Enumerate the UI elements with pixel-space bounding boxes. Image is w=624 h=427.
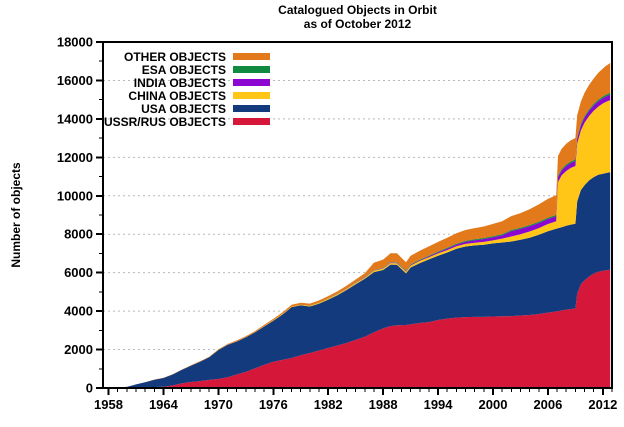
- legend-swatch-esa: [233, 66, 270, 73]
- legend-swatch-ussr-rus: [233, 118, 270, 125]
- legend-swatch-india: [233, 79, 270, 86]
- x-tick-label: 1958: [94, 397, 123, 412]
- y-tick-label: 16000: [57, 73, 93, 88]
- legend-item-ussr-rus: USSR/RUS OBJECTS: [0, 114, 270, 129]
- y-tick-label: 12000: [57, 150, 93, 165]
- area-usa: [103, 172, 611, 388]
- legend-item-india: INDIA OBJECTS: [0, 75, 270, 90]
- area-ussr: [103, 269, 611, 388]
- legend-label: OTHER OBJECTS: [123, 49, 226, 64]
- legend-item-usa: USA OBJECTS: [0, 101, 270, 116]
- legend-item-china: CHINA OBJECTS: [0, 88, 270, 103]
- x-tick-label: 2012: [588, 397, 617, 412]
- legend-label: CHINA OBJECTS: [128, 88, 226, 103]
- x-tick-label: 1970: [204, 397, 233, 412]
- y-tick-label: 14000: [57, 111, 93, 126]
- legend-item-other: OTHER OBJECTS: [0, 49, 270, 64]
- legend-label: INDIA OBJECTS: [133, 75, 226, 90]
- y-tick-label: 18000: [57, 35, 93, 50]
- y-tick-label: 8000: [64, 227, 93, 242]
- x-tick-label: 1994: [424, 397, 454, 412]
- legend-swatch-other: [233, 53, 270, 60]
- x-tick-label: 2006: [533, 397, 562, 412]
- legend-item-esa: ESA OBJECTS: [0, 62, 270, 77]
- legend-label: USSR/RUS OBJECTS: [103, 114, 226, 129]
- y-tick-label: 2000: [64, 342, 93, 357]
- x-tick-label: 1988: [369, 397, 398, 412]
- chart-subtitle: as of October 2012: [303, 17, 412, 31]
- x-tick-label: 1982: [314, 397, 343, 412]
- chart-legend: OTHER OBJECTS ESA OBJECTS INDIA OBJECTS …: [0, 49, 270, 129]
- y-tick-label: 6000: [64, 265, 93, 280]
- legend-swatch-usa: [233, 105, 270, 112]
- y-tick-label: 0: [86, 381, 93, 396]
- x-tick-label: 1976: [259, 397, 288, 412]
- x-tick-label: 1964: [149, 397, 179, 412]
- area-other: [103, 63, 611, 388]
- chart-title-block: Catalogued Objects in Orbit as of Octobe…: [103, 3, 612, 31]
- x-tick-label: 2000: [479, 397, 508, 412]
- legend-label: ESA OBJECTS: [141, 62, 226, 77]
- y-tick-label: 4000: [64, 304, 93, 319]
- chart-title: Catalogued Objects in Orbit: [278, 3, 437, 17]
- legend-swatch-china: [233, 92, 270, 99]
- legend-label: USA OBJECTS: [141, 101, 226, 116]
- y-tick-label: 10000: [57, 188, 93, 203]
- y-axis-label: Number of objects: [9, 162, 23, 268]
